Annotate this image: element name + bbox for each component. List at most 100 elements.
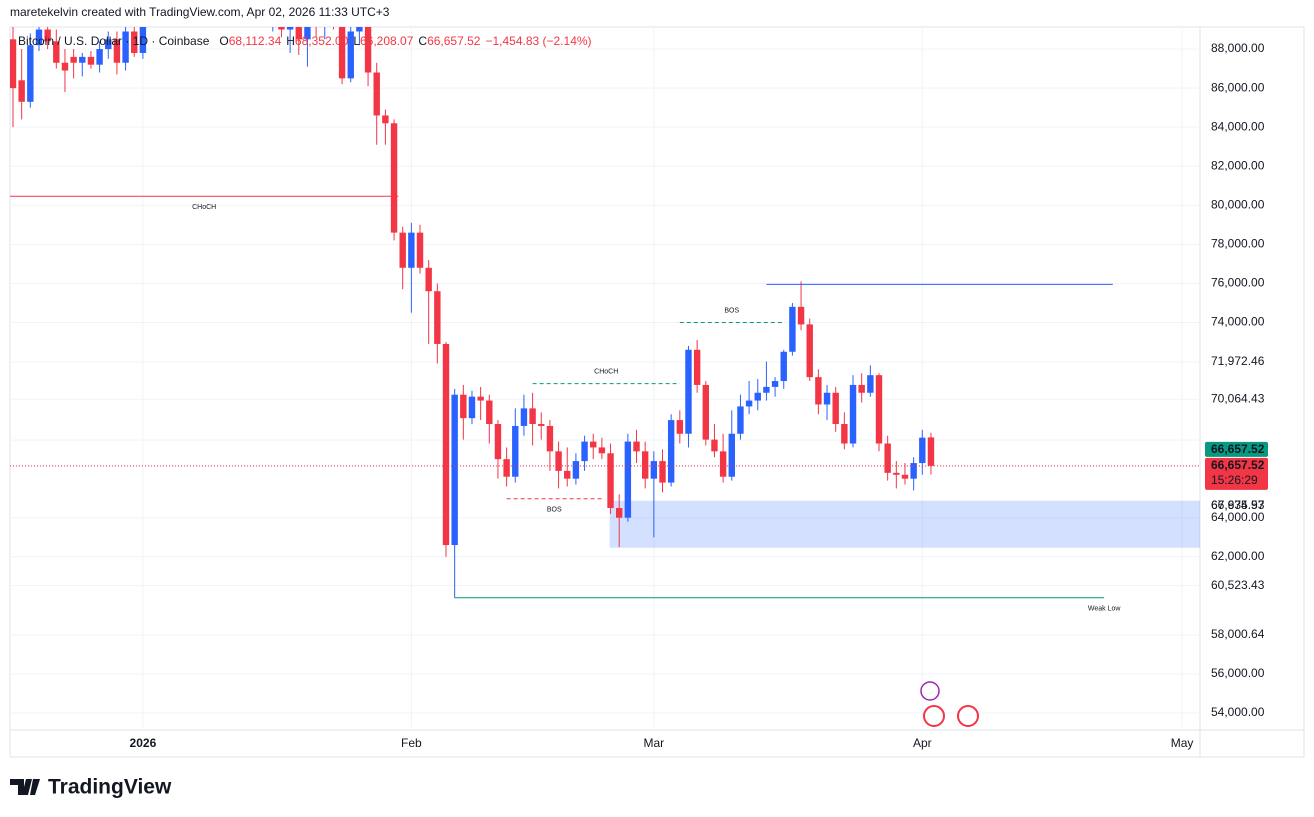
candle-body	[728, 433, 735, 477]
candle-body	[113, 39, 121, 63]
legend-title: Bitcoin / U.S. Dollar · 1D · Coinbase	[18, 34, 210, 48]
candle-body	[105, 39, 112, 50]
candle-body	[607, 453, 614, 508]
candle-body	[702, 384, 709, 440]
candle-body	[780, 351, 787, 382]
price-badge-label: 66,657.52	[1211, 458, 1265, 472]
candle-body	[919, 437, 926, 464]
annotation-label: BOS	[724, 307, 739, 314]
y-tick-label: 62,000.00	[1211, 549, 1265, 563]
candle-body	[771, 381, 779, 387]
candle-body	[131, 31, 138, 53]
candle-body	[555, 451, 562, 471]
y-tick-label: 74,000.00	[1211, 315, 1265, 329]
y-tick-label: 66,635.93	[1211, 498, 1265, 512]
candle-body	[61, 62, 69, 71]
candle-body	[529, 408, 536, 424]
y-tick-label: 54,000.00	[1211, 705, 1265, 719]
candle-body	[434, 291, 441, 344]
candle-body	[286, 27, 294, 30]
candle-body	[87, 56, 95, 65]
candle-body	[390, 123, 398, 233]
legend-value: 66,208.07	[360, 34, 414, 48]
zone	[609, 500, 1200, 548]
logo-icon	[10, 779, 40, 795]
event-icon[interactable]	[957, 705, 979, 727]
y-tick-label: 76,000.00	[1211, 276, 1265, 290]
candle-body	[633, 441, 640, 452]
y-tick-label: 58,000.64	[1211, 627, 1265, 641]
candle-body	[364, 27, 372, 73]
legend-change: −1,454.83 (−2.14%)	[485, 34, 591, 48]
annotation-label: Weak Low	[1088, 606, 1121, 613]
legend-value: 68,352.00	[295, 34, 349, 48]
candle-body	[693, 349, 701, 385]
annotation-label: CHoCH	[192, 204, 216, 211]
y-tick-label: 78,000.00	[1211, 237, 1265, 251]
candle-body	[676, 420, 684, 434]
candle-body	[572, 461, 580, 479]
y-tick-label: 70,064.43	[1211, 391, 1265, 405]
candle-body	[901, 474, 909, 479]
y-tick-label: 56,000.00	[1211, 666, 1265, 680]
candle-body	[538, 423, 545, 426]
legend-key: L	[353, 34, 360, 48]
candle-body	[399, 232, 406, 268]
x-tick-label: Apr	[913, 736, 932, 750]
candle-body	[139, 27, 147, 53]
x-tick-label: 2026	[130, 736, 157, 750]
candle-body	[598, 447, 606, 454]
price-badge	[1205, 441, 1268, 457]
candle-body	[96, 49, 103, 65]
candle-body	[338, 27, 346, 79]
candle-body	[35, 29, 43, 46]
plot-area: CHoCH CHoCH BOS BOS Weak Low	[10, 27, 1200, 613]
candle-body	[581, 441, 588, 462]
candle-body	[815, 377, 822, 405]
frame	[9, 26, 1305, 758]
candle-body	[347, 31, 354, 79]
candle-body	[711, 439, 718, 452]
grid	[10, 27, 1200, 730]
price-badge-label: 66,657.52	[1211, 442, 1265, 456]
x-tick-label: Mar	[644, 736, 665, 750]
candle-body	[763, 386, 770, 393]
candle-body	[468, 396, 476, 419]
candle-body	[416, 232, 424, 268]
candle-body	[849, 384, 857, 444]
legend-value: 68,112.34	[229, 34, 282, 48]
attribution: maretekelvin created with TradingView.co…	[10, 5, 390, 19]
candle-body	[70, 56, 77, 63]
y-tick-label: 86,000.00	[1211, 80, 1265, 94]
legend-key: C	[418, 34, 427, 48]
y-tick-label: 60,523.43	[1211, 578, 1265, 592]
candle-body	[494, 423, 502, 460]
y-tick-label: 88,000.00	[1211, 41, 1265, 55]
candle-body	[53, 41, 60, 63]
candle-body	[624, 441, 632, 518]
event-icon[interactable]	[920, 681, 940, 701]
candle-body	[408, 232, 415, 268]
candle-body	[641, 451, 649, 479]
candle-body	[442, 343, 450, 546]
candle-body	[304, 27, 311, 40]
candle-body	[823, 392, 831, 405]
legend-key: O	[219, 34, 228, 48]
candle-body	[667, 420, 675, 483]
y-tick-label: 64,000.00	[1211, 510, 1265, 524]
x-tick-label: Feb	[401, 736, 422, 750]
candle-body	[425, 267, 432, 292]
candle-body	[373, 72, 380, 116]
axes: 88,000.00 86,000.00 84,000.00 82,000.00 80,0…	[130, 41, 1268, 750]
candle-body	[875, 375, 883, 444]
candle-body	[44, 29, 51, 42]
candle-body	[893, 472, 900, 475]
candle-body	[650, 461, 658, 479]
candle-body	[486, 400, 493, 424]
price-badge	[1205, 457, 1268, 490]
candle-body	[79, 56, 86, 63]
event-icon[interactable]	[923, 705, 945, 727]
candle-body	[616, 507, 623, 518]
event-icons	[920, 681, 979, 727]
y-tick-label: 84,000.00	[1211, 119, 1265, 133]
